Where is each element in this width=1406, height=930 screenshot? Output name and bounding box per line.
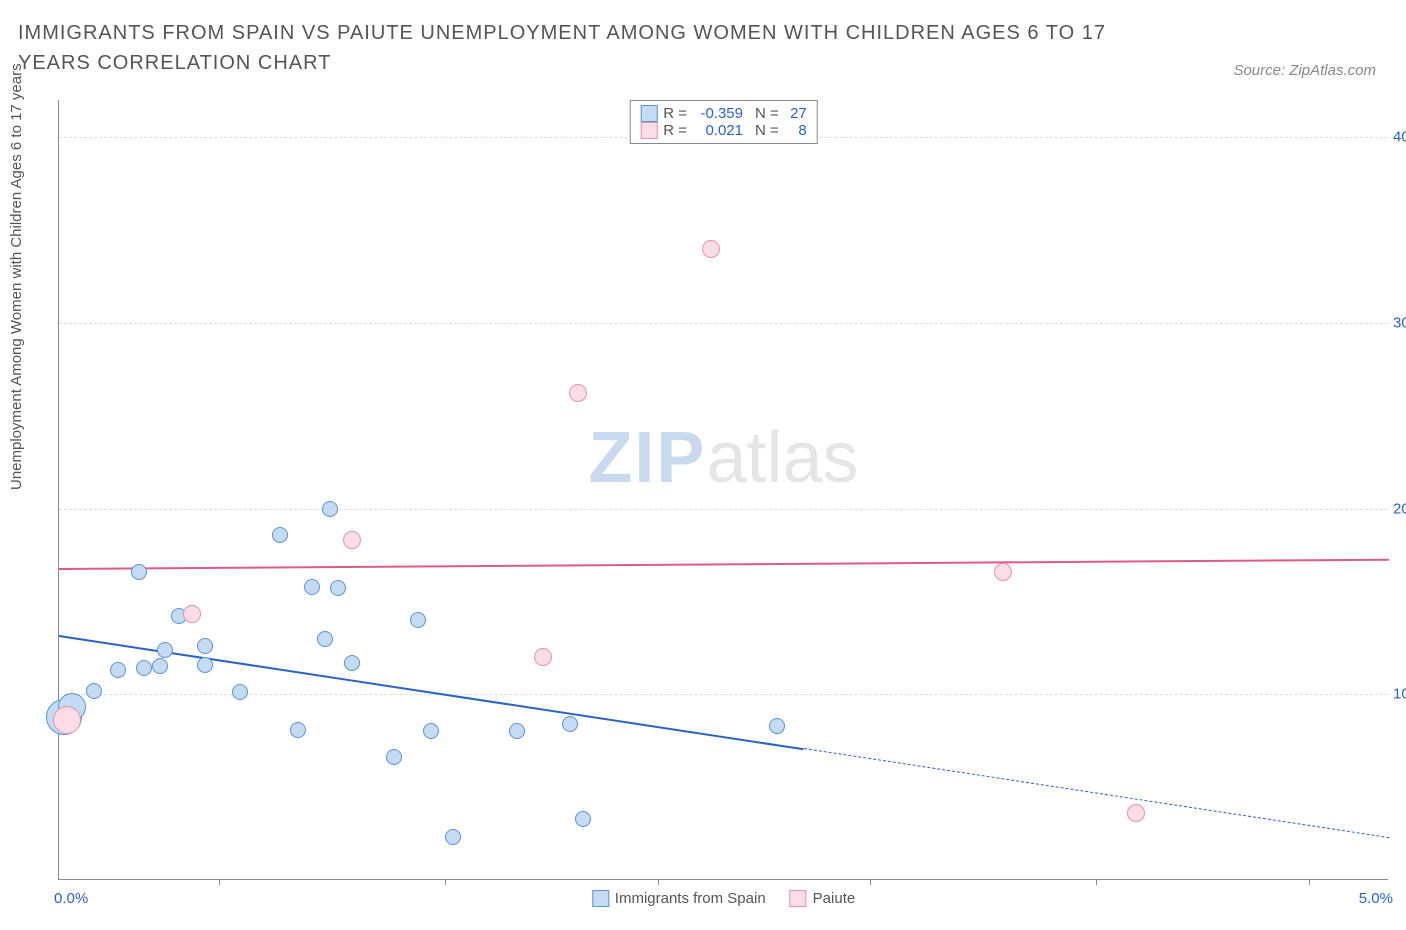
y-axis-label: Unemployment Among Women with Children A… <box>8 63 25 490</box>
blue-point <box>304 579 320 595</box>
pink-swatch-icon <box>790 890 807 907</box>
plot-region <box>59 100 1388 879</box>
blue-point <box>86 683 102 699</box>
pink-swatch-icon <box>640 122 657 139</box>
x-tick <box>445 879 446 885</box>
blue-point <box>197 638 213 654</box>
blue-point <box>423 723 439 739</box>
blue-point <box>575 811 591 827</box>
n-value-pink: 8 <box>785 122 807 139</box>
blue-point <box>157 642 173 658</box>
x-tick <box>1096 879 1097 885</box>
chart-title: IMMIGRANTS FROM SPAIN VS PAIUTE UNEMPLOY… <box>18 18 1118 78</box>
y-tick-label: 30.0% <box>1393 314 1406 331</box>
blue-point <box>509 723 525 739</box>
x-tick <box>870 879 871 885</box>
pink-point <box>569 384 587 402</box>
legend-item-blue: Immigrants from Spain <box>592 890 766 907</box>
pink-point <box>53 706 81 734</box>
blue-point <box>317 631 333 647</box>
r-label: R = <box>663 105 687 122</box>
n-label: N = <box>755 105 779 122</box>
blue-point <box>152 658 168 674</box>
x-tick <box>658 879 659 885</box>
x-tick <box>219 879 220 885</box>
blue-point <box>110 662 126 678</box>
blue-point <box>330 580 346 596</box>
r-label: R = <box>663 122 687 139</box>
pink-point <box>534 648 552 666</box>
legend-label-blue: Immigrants from Spain <box>615 890 766 907</box>
trend-line <box>804 748 1389 838</box>
y-tick-label: 20.0% <box>1393 500 1406 517</box>
blue-point <box>272 527 288 543</box>
blue-point <box>131 564 147 580</box>
pink-point <box>343 531 361 549</box>
blue-point <box>290 722 306 738</box>
pink-point <box>994 563 1012 581</box>
n-value-blue: 27 <box>785 105 807 122</box>
blue-point <box>769 718 785 734</box>
blue-point <box>232 684 248 700</box>
blue-point <box>386 749 402 765</box>
series-legend: Immigrants from Spain Paiute <box>592 890 855 907</box>
blue-point <box>197 657 213 673</box>
blue-point <box>344 655 360 671</box>
legend-row-pink: R = 0.021 N = 8 <box>640 122 807 139</box>
pink-point <box>183 605 201 623</box>
trend-line <box>59 559 1389 570</box>
y-tick-label: 40.0% <box>1393 129 1406 146</box>
pink-point <box>702 240 720 258</box>
blue-point <box>136 660 152 676</box>
legend-label-pink: Paiute <box>813 890 856 907</box>
blue-point <box>445 829 461 845</box>
pink-point <box>1127 804 1145 822</box>
x-tick <box>1309 879 1310 885</box>
blue-point <box>322 501 338 517</box>
y-tick-label: 10.0% <box>1393 686 1406 703</box>
r-value-pink: 0.021 <box>693 122 743 139</box>
chart-area: ZIPatlas 10.0%20.0%30.0%40.0% 0.0% 5.0% … <box>58 100 1388 880</box>
legend-item-pink: Paiute <box>790 890 856 907</box>
legend-row-blue: R = -0.359 N = 27 <box>640 105 807 122</box>
x-axis-min-label: 0.0% <box>54 890 88 907</box>
blue-swatch-icon <box>640 105 657 122</box>
blue-point <box>562 716 578 732</box>
x-axis-max-label: 5.0% <box>1359 890 1393 907</box>
n-label: N = <box>755 122 779 139</box>
r-value-blue: -0.359 <box>693 105 743 122</box>
blue-point <box>410 612 426 628</box>
correlation-legend: R = -0.359 N = 27 R = 0.021 N = 8 <box>629 100 818 144</box>
blue-swatch-icon <box>592 890 609 907</box>
source-label: Source: ZipAtlas.com <box>1233 62 1376 79</box>
